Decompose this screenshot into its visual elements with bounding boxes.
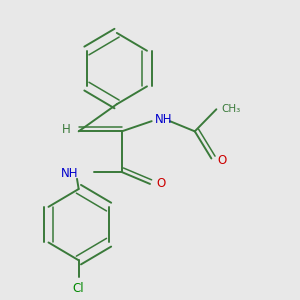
Text: O: O [218,154,226,167]
Text: NH: NH [155,113,172,126]
Text: NH: NH [61,167,79,180]
Text: O: O [156,177,165,190]
Text: CH₃: CH₃ [221,104,241,114]
Text: H: H [62,123,70,136]
Text: Cl: Cl [73,282,85,295]
